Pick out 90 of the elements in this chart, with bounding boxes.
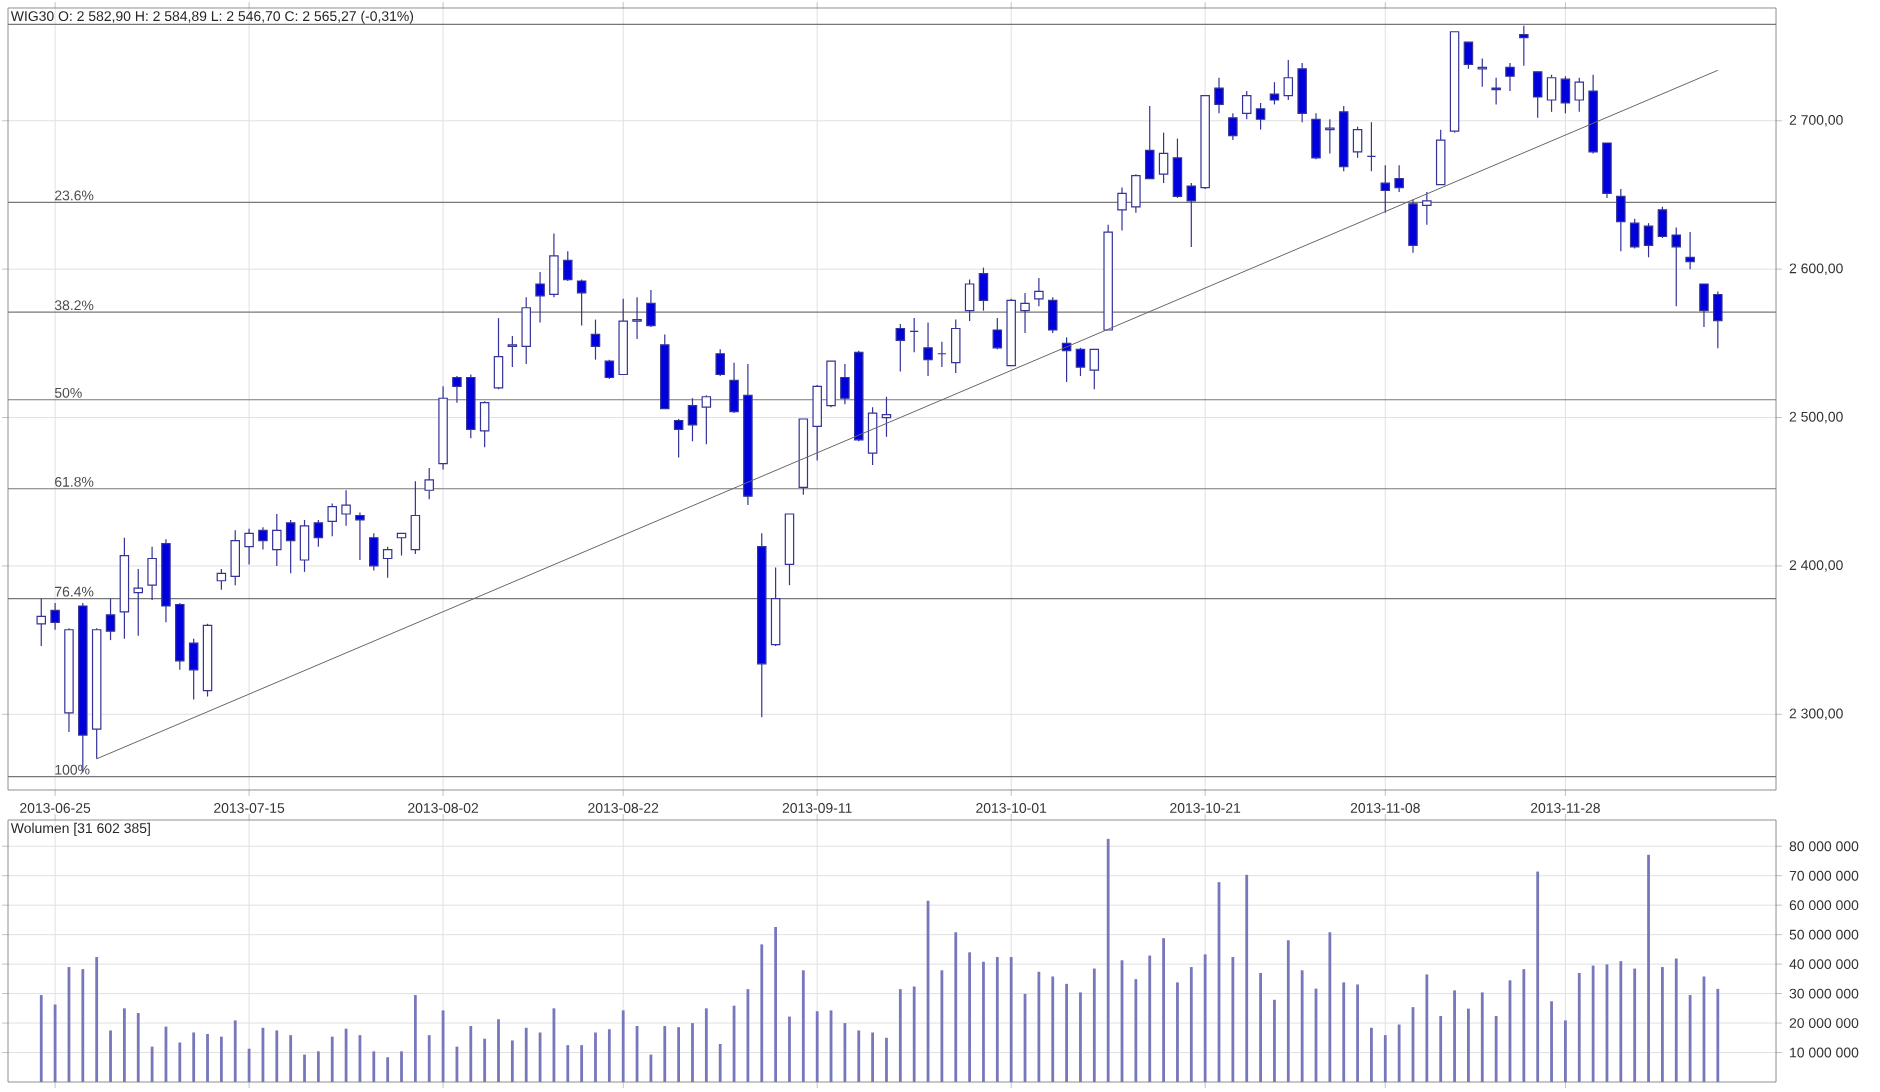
candlestick <box>1519 25 1529 67</box>
candlestick <box>1463 41 1474 70</box>
candlestick <box>188 638 199 701</box>
candlestick <box>590 319 601 361</box>
candlestick <box>895 323 906 373</box>
candlestick <box>341 489 351 527</box>
candlestick <box>285 519 296 574</box>
candlestick <box>1172 137 1183 199</box>
candlestick <box>687 397 698 442</box>
candlestick <box>1713 290 1723 349</box>
candlestick <box>1158 132 1169 184</box>
candlestick <box>1560 75 1571 114</box>
candlestick <box>867 406 878 466</box>
candlestick <box>299 519 310 573</box>
candlestick <box>1435 129 1446 186</box>
candlestick <box>729 362 739 414</box>
candlestick <box>1352 126 1363 159</box>
candlestick <box>369 532 379 571</box>
candlestick <box>1047 296 1058 334</box>
candlestick <box>1228 112 1238 141</box>
candlestick <box>992 317 1003 350</box>
candlestick <box>1297 62 1307 123</box>
candlestick <box>1629 218 1640 249</box>
candlestick <box>355 511 365 561</box>
candlestick <box>493 317 504 390</box>
candlestick <box>1020 292 1030 334</box>
candlestick <box>881 396 892 438</box>
candlestick <box>1283 59 1294 101</box>
candlestick <box>258 526 268 551</box>
candlestick <box>840 363 850 405</box>
candlestick <box>452 375 462 404</box>
candlestick <box>1144 105 1155 180</box>
candlestick <box>1034 277 1044 307</box>
candlestick <box>1394 164 1404 193</box>
candlestick <box>382 546 393 579</box>
candlestick <box>1657 206 1668 239</box>
candlestick <box>230 529 240 586</box>
candlestick <box>410 480 421 555</box>
candlestick <box>327 503 337 537</box>
candlestick <box>507 335 518 368</box>
candlestick <box>521 296 531 365</box>
candlestick <box>1408 198 1418 254</box>
candlestick <box>1422 191 1432 226</box>
candlestick <box>1241 90 1252 120</box>
candlestick <box>1117 186 1127 232</box>
candlestick <box>1311 112 1321 160</box>
candlestick <box>1214 77 1224 114</box>
candlestick <box>1131 173 1141 214</box>
candlestick <box>1075 347 1086 377</box>
candlestick <box>563 250 573 282</box>
candlestick <box>1685 231 1695 270</box>
candlestick <box>1505 62 1515 92</box>
candlestick <box>1380 164 1391 214</box>
candlestick <box>964 278 975 322</box>
candlestick <box>1491 77 1501 106</box>
candlestick <box>36 597 47 647</box>
candlestick <box>1255 102 1266 131</box>
candlestick <box>1671 227 1682 307</box>
candlestick <box>1186 182 1197 248</box>
candlestick <box>272 513 282 567</box>
candlestick <box>576 278 587 327</box>
candlestick <box>549 232 559 298</box>
candlestick <box>1699 283 1709 328</box>
candlestick <box>1269 81 1280 106</box>
candlestick <box>479 400 490 448</box>
candlestick <box>1616 188 1626 252</box>
candlestick <box>978 267 989 312</box>
candlestick <box>1089 348 1100 390</box>
candlestick <box>244 528 254 566</box>
candlestick <box>1643 222 1654 258</box>
candlestick <box>950 319 961 374</box>
candlestick <box>715 348 725 377</box>
candlestick <box>424 467 434 500</box>
candlestick <box>50 602 60 631</box>
candlestick <box>535 271 545 324</box>
candlestick <box>105 597 116 641</box>
candlestick <box>632 296 642 340</box>
candlestick <box>313 519 324 548</box>
candlestick <box>646 289 656 328</box>
candlestick <box>133 568 144 637</box>
candlestick <box>673 418 684 459</box>
candlestick <box>812 384 822 462</box>
candlestick <box>1546 74 1557 113</box>
candlestick <box>1532 71 1543 119</box>
candlestick <box>701 394 712 445</box>
candlestick <box>1574 77 1585 113</box>
candlestick <box>826 360 836 408</box>
candlestick <box>923 321 933 377</box>
candlestick <box>770 566 781 647</box>
candlestick <box>147 546 157 601</box>
